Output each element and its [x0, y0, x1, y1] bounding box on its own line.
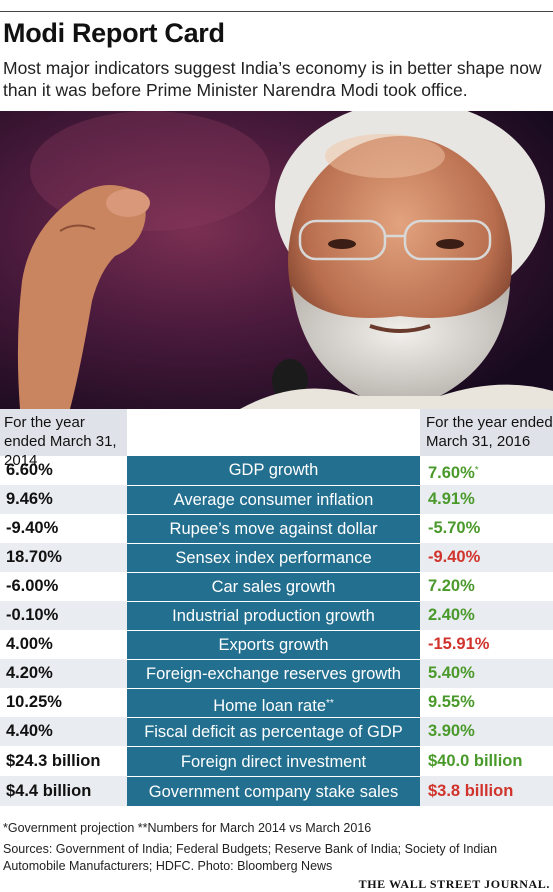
indicator-label: Car sales growth — [127, 572, 420, 601]
value-2016: 9.55% — [428, 688, 475, 717]
indicator-label-text: Industrial production growth — [172, 607, 375, 625]
value-2016-text: 5.40% — [428, 664, 475, 682]
indicator-label: Average consumer inflation — [127, 485, 420, 514]
indicator-label-text: Government company stake sales — [148, 783, 399, 801]
value-2016: 5.40% — [428, 659, 475, 688]
indicator-label-text: GDP growth — [228, 461, 319, 479]
value-2016: 3.90% — [428, 717, 475, 746]
value-2014: 4.20% — [6, 664, 53, 682]
value-2014: -9.40% — [6, 519, 59, 537]
wsj-logo: THE WALL STREET JOURNAL. — [358, 877, 550, 891]
indicator-label: Foreign-exchange reserves growth — [127, 659, 420, 688]
table-row: 6.60% GDP growth 7.60%* — [0, 456, 553, 485]
value-2016-text: 9.55% — [428, 693, 475, 711]
value-2014: $24.3 billion — [6, 752, 101, 770]
indicator-label-text: Average consumer inflation — [173, 491, 374, 509]
portrait-photo-icon — [0, 111, 553, 409]
value-2014: -0.10% — [6, 606, 59, 624]
indicator-label-text: Exports growth — [218, 636, 329, 654]
indicator-label-text: Foreign-exchange reserves growth — [146, 665, 401, 683]
value-2016-text: $3.8 billion — [428, 782, 514, 800]
value-2014: 9.46% — [6, 490, 53, 508]
value-2014: -6.00% — [6, 577, 59, 595]
table-row: -9.40% Rupee’s move against dollar -5.70% — [0, 514, 553, 543]
table-row: $4.4 billion Government company stake sal… — [0, 776, 553, 806]
sources-note: Sources: Government of India; Federal Bu… — [3, 842, 498, 873]
value-2016: 7.60%* — [428, 456, 479, 485]
table-row: 4.20% Foreign-exchange reserves growth 5.4… — [0, 659, 553, 688]
column-header-2014: For the year ended March 31, 2014 — [0, 409, 127, 469]
value-2016-text: 7.20% — [428, 577, 475, 595]
footnote: *Government projection **Numbers for Mar… — [3, 821, 372, 835]
value-2016-text: 2.40% — [428, 606, 475, 624]
value-2016-text: -5.70% — [428, 519, 481, 537]
indicator-label: Home loan rate** — [127, 688, 420, 717]
value-2014: 6.60% — [6, 461, 53, 479]
value-2016: 7.20% — [428, 572, 475, 601]
indicator-label: Fiscal deficit as percentage of GDP — [127, 717, 420, 746]
value-2016-text: -15.91% — [428, 635, 490, 653]
table-row: -0.10% Industrial production growth 2.40% — [0, 601, 553, 630]
value-2016-text: 4.91% — [428, 490, 475, 508]
indicator-label: Sensex index performance — [127, 543, 420, 572]
value-2016-text: 7.60% — [428, 464, 475, 482]
value-2016-text: $40.0 billion — [428, 752, 523, 770]
value-2014: $4.4 billion — [6, 782, 92, 800]
top-rule — [0, 11, 553, 12]
table-row: 18.70% Sensex index performance -9.40% — [0, 543, 553, 572]
value-2016: -15.91% — [428, 630, 489, 659]
indicator-label: Foreign direct investment — [127, 746, 420, 776]
value-2014: 18.70% — [6, 548, 62, 566]
value-2016-text: -9.40% — [428, 548, 481, 566]
chart-title: Modi Report Card — [3, 18, 225, 48]
indicator-label-text: Car sales growth — [211, 578, 336, 596]
table-row: 4.40% Fiscal deficit as percentage of GDP… — [0, 717, 553, 746]
value-2014: 4.40% — [6, 722, 53, 740]
table-row: 4.00% Exports growth -15.91% — [0, 630, 553, 659]
indicator-label: Exports growth — [127, 630, 420, 659]
table-row: $24.3 billion Foreign direct investment $4… — [0, 746, 553, 776]
table-row: 10.25% Home loan rate** 9.55% — [0, 688, 553, 717]
value-2016: 4.91% — [428, 485, 475, 514]
indicator-label-text: Sensex index performance — [175, 549, 372, 567]
indicator-label-text: Foreign direct investment — [180, 753, 367, 771]
indicator-label-text: Home loan rate — [213, 697, 326, 715]
indicator-label: Government company stake sales — [127, 776, 420, 806]
indicator-label-text: Rupee’s move against dollar — [169, 520, 378, 538]
column-header-spacer — [127, 409, 420, 456]
value-2016: $3.8 billion — [428, 776, 513, 806]
table-row: 9.46% Average consumer inflation 4.91% — [0, 485, 553, 514]
value-2014: 10.25% — [6, 693, 62, 711]
chart-subtitle: Most major indicators suggest India’s ec… — [3, 58, 542, 100]
value-2016: -5.70% — [428, 514, 480, 543]
indicator-label: Industrial production growth — [127, 601, 420, 630]
value-2016: -9.40% — [428, 543, 480, 572]
indicator-label: GDP growth — [127, 456, 420, 485]
value-2014: 4.00% — [6, 635, 53, 653]
indicator-label: Rupee’s move against dollar — [127, 514, 420, 543]
value-2016: $40.0 billion — [428, 746, 522, 776]
value-footnote-mark: * — [474, 465, 479, 476]
table-row: -6.00% Car sales growth 7.20% — [0, 572, 553, 601]
indicator-label-text: Fiscal deficit as percentage of GDP — [144, 723, 403, 741]
column-header-2016: For the year ended March 31, 2016 — [420, 409, 553, 456]
indicator-footnote-mark: ** — [326, 698, 334, 709]
value-2016-text: 3.90% — [428, 722, 475, 740]
value-2016: 2.40% — [428, 601, 475, 630]
